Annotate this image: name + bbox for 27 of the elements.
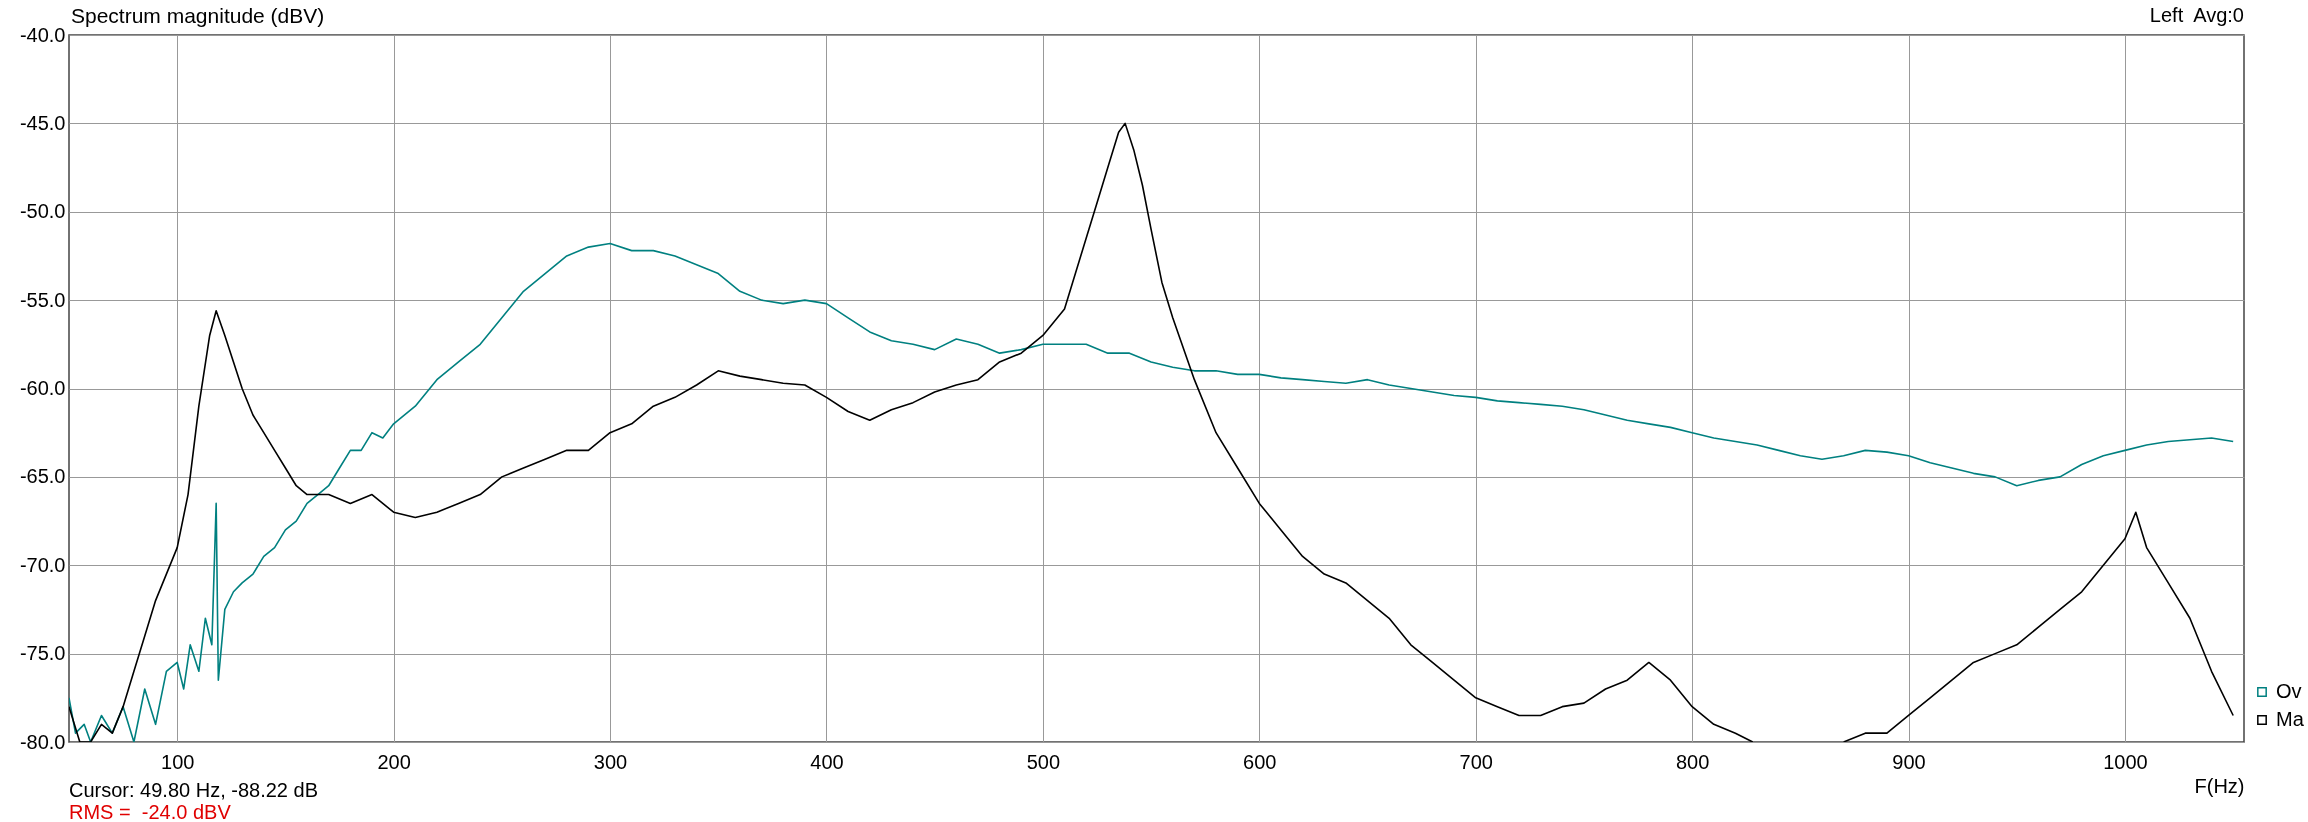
text: Left Avg:0 xyxy=(2149,4,2244,27)
y-tick-label: -55.0 xyxy=(19,288,66,311)
text: RMS = -24.0 dBV xyxy=(69,801,231,822)
x-tick-label: 400 xyxy=(810,750,844,773)
y-tick-label: -75.0 xyxy=(19,642,66,665)
legend-label: Ma xyxy=(2276,708,2305,730)
y-tick-label: -80.0 xyxy=(19,730,66,753)
line-series xyxy=(69,242,2234,742)
x-tick-label: 300 xyxy=(593,750,628,773)
x-tick-label: 900 xyxy=(1892,750,1926,773)
x-tick-label: 100 xyxy=(161,750,195,773)
y-tick-label: -40.0 xyxy=(19,23,66,46)
x-tick-label: 600 xyxy=(1243,750,1277,773)
x-tick-label: 500 xyxy=(1026,750,1061,773)
x-tick-label: 700 xyxy=(1459,750,1493,773)
y-tick-label: -65.0 xyxy=(19,465,66,488)
x-axis-title: F(Hz) xyxy=(2194,774,2245,797)
chart-title: Spectrum magnitude (dBV) xyxy=(71,4,325,28)
y-tick-label: -50.0 xyxy=(19,200,66,223)
y-tick-label: -70.0 xyxy=(19,553,66,576)
y-tick-label: -45.0 xyxy=(19,111,66,134)
text: Cursor: 49.80 Hz, -88.22 dB xyxy=(69,779,319,802)
x-tick-label: 800 xyxy=(1675,750,1710,773)
x-tick-label: 1000 xyxy=(2103,750,2148,773)
legend-label: Ov xyxy=(2276,680,2302,702)
y-tick-label: -60.0 xyxy=(19,377,66,399)
x-tick-label: 200 xyxy=(377,750,411,773)
